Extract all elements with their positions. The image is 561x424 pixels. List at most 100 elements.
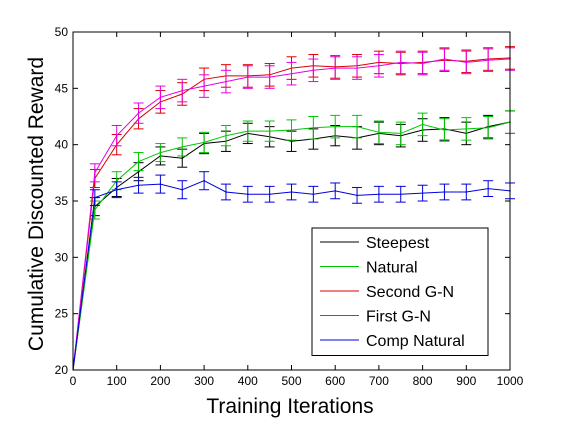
error-bar (89, 189, 100, 207)
data-point (421, 192, 424, 194)
error-bar (308, 185, 319, 203)
error-bar (264, 185, 275, 203)
data-point (247, 76, 249, 78)
error-bar (417, 112, 428, 137)
data-point (137, 184, 140, 187)
data-point (115, 179, 118, 182)
y-tick-label: 45 (55, 81, 69, 95)
error-bar (177, 78, 188, 103)
error-bar (286, 183, 297, 201)
error-bar (111, 181, 122, 199)
error-bar (264, 65, 275, 89)
data-point (465, 61, 468, 64)
error-bar (352, 56, 363, 80)
data-point (356, 194, 358, 197)
legend-item: First G-N (320, 309, 431, 326)
y-tick-label: 30 (55, 250, 69, 264)
y-tick-label: 35 (55, 194, 69, 208)
x-tick-label: 700 (369, 374, 389, 388)
data-point (334, 190, 337, 192)
x-tick-label: 400 (238, 374, 258, 388)
data-point (181, 146, 184, 148)
data-point (159, 96, 162, 99)
error-bar (330, 182, 341, 200)
error-bar (461, 50, 472, 75)
error-bar (461, 183, 472, 201)
x-tick-label: 800 (413, 374, 433, 388)
error-bar (373, 185, 384, 203)
error-bar (439, 47, 450, 71)
data-point (487, 187, 489, 190)
data-point (443, 129, 446, 131)
error-bar (133, 152, 144, 172)
data-point (421, 62, 424, 65)
data-point (465, 191, 468, 193)
data-point (378, 193, 380, 196)
data-point (399, 132, 402, 135)
data-point (312, 193, 315, 196)
error-bar (177, 137, 188, 157)
error-bar (330, 56, 341, 80)
data-point (115, 134, 118, 137)
data-point (115, 188, 118, 191)
data-point (268, 130, 271, 132)
legend-label: Steepest (366, 235, 430, 252)
legend-item: Natural (320, 260, 418, 277)
error-bar (461, 117, 472, 141)
data-point (312, 126, 315, 129)
error-bar (483, 180, 494, 197)
data-point (268, 76, 271, 78)
data-point (203, 179, 205, 182)
series-comp-natural (72, 171, 515, 371)
data-point (159, 183, 162, 185)
data-point (334, 125, 337, 128)
error-bar (242, 65, 253, 89)
data-point (137, 160, 140, 163)
error-bar (395, 121, 406, 146)
data-point (94, 172, 96, 174)
error-bar (111, 125, 122, 147)
error-bar (395, 50, 406, 75)
x-tick-label: 600 (325, 374, 345, 388)
data-point (465, 128, 468, 130)
error-bar (286, 61, 297, 86)
error-bar (133, 176, 144, 194)
data-point (443, 191, 446, 193)
error-bar (220, 69, 231, 94)
x-tick-label: 100 (107, 374, 127, 388)
error-bar (483, 116, 494, 140)
data-point (159, 151, 162, 154)
error-bar (395, 185, 406, 203)
legend-label: Comp Natural (366, 333, 465, 350)
data-point (290, 72, 293, 75)
error-bar (133, 102, 144, 124)
data-point (181, 157, 184, 159)
y-axis-label: Cumulative Discounted Reward (25, 57, 48, 351)
x-tick-label: 900 (456, 374, 476, 388)
data-point (247, 130, 249, 132)
error-bar (242, 120, 253, 142)
series-natural (72, 110, 515, 371)
data-point (203, 85, 205, 87)
error-bar (308, 116, 319, 140)
x-tick-label: 200 (150, 374, 170, 388)
error-bar (155, 143, 166, 163)
data-point (225, 191, 227, 193)
data-point (399, 193, 402, 196)
data-point (399, 61, 402, 64)
error-bar (286, 119, 297, 141)
data-point (225, 134, 227, 137)
error-bar (155, 174, 166, 194)
y-tick-label: 25 (55, 307, 69, 321)
error-bar (352, 186, 363, 204)
legend-box (311, 227, 489, 356)
data-point (378, 131, 380, 134)
error-bar (177, 180, 188, 200)
legend: Steepest Natural Second G-N First G-N Comp N… (311, 227, 489, 356)
data-point (290, 129, 293, 131)
series-first-g-n (72, 47, 515, 371)
data-point (247, 193, 249, 196)
data-point (487, 126, 489, 129)
data-point (268, 193, 271, 196)
